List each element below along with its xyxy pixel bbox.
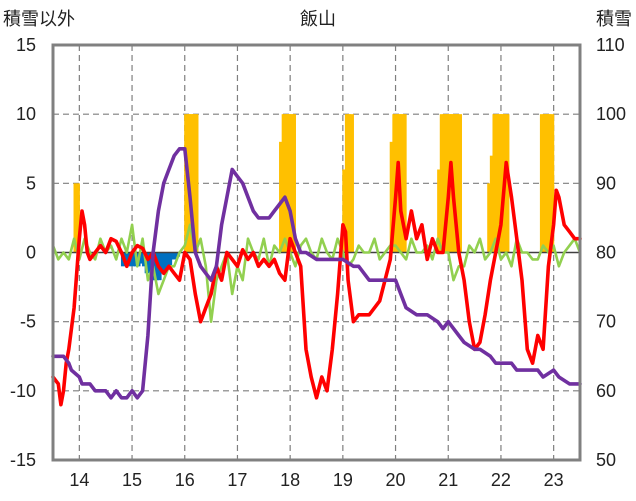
y-left-tick-10: 10 [16, 104, 36, 124]
chart-title: 飯山 [300, 9, 336, 30]
bar-0-17 [400, 114, 407, 253]
y-right-tick-60: 60 [596, 381, 616, 401]
y-right-tick-100: 100 [596, 104, 626, 124]
x-axis-ticks: 14 15 16 17 18 19 20 21 22 23 [69, 470, 563, 490]
x-tick-14: 14 [69, 470, 89, 490]
x-tick-21: 21 [438, 470, 458, 490]
y-right-tick-90: 90 [596, 173, 616, 193]
x-tick-22: 22 [491, 470, 511, 490]
y-right-tick-70: 70 [596, 312, 616, 332]
bar-0-4 [192, 114, 199, 253]
y-left-tick-0: 0 [26, 243, 36, 263]
y-axis-right-ticks: 110 100 90 80 70 60 50 [596, 35, 626, 470]
x-tick-19: 19 [333, 470, 353, 490]
line-layer [51, 147, 582, 407]
bar-0-36 [547, 114, 555, 253]
y-left-tick--15: -15 [10, 450, 36, 470]
y-left-tick--5: -5 [20, 312, 36, 332]
y-left-tick-5: 5 [26, 173, 36, 193]
x-tick-23: 23 [544, 470, 564, 490]
y-axis-left-label: 積雪以外 [3, 9, 75, 30]
bar-0-9 [289, 114, 296, 253]
x-tick-17: 17 [227, 470, 247, 490]
bar-0-12 [347, 114, 354, 253]
y-left-tick-15: 15 [16, 35, 36, 55]
bar-1-17 [165, 252, 173, 267]
bar-1-3 [128, 252, 136, 267]
x-tick-15: 15 [122, 470, 142, 490]
y-right-tick-50: 50 [596, 450, 616, 470]
y-left-tick--10: -10 [10, 381, 36, 401]
x-tick-18: 18 [280, 470, 300, 490]
y-right-tick-80: 80 [596, 243, 616, 263]
plot-frame [51, 43, 582, 462]
bar-0-25 [455, 114, 462, 253]
y-right-tick-110: 110 [596, 35, 625, 55]
x-tick-16: 16 [175, 470, 195, 490]
bar-1-20 [173, 252, 181, 257]
y-axis-left-ticks: 15 10 5 0 -5 -10 -15 [10, 35, 36, 470]
y-axis-right-label: 積雪 [596, 9, 632, 30]
series-line-0 [51, 160, 582, 407]
series-line-1 [51, 147, 582, 400]
bar-0-0 [73, 183, 80, 253]
x-tick-20: 20 [386, 470, 406, 490]
